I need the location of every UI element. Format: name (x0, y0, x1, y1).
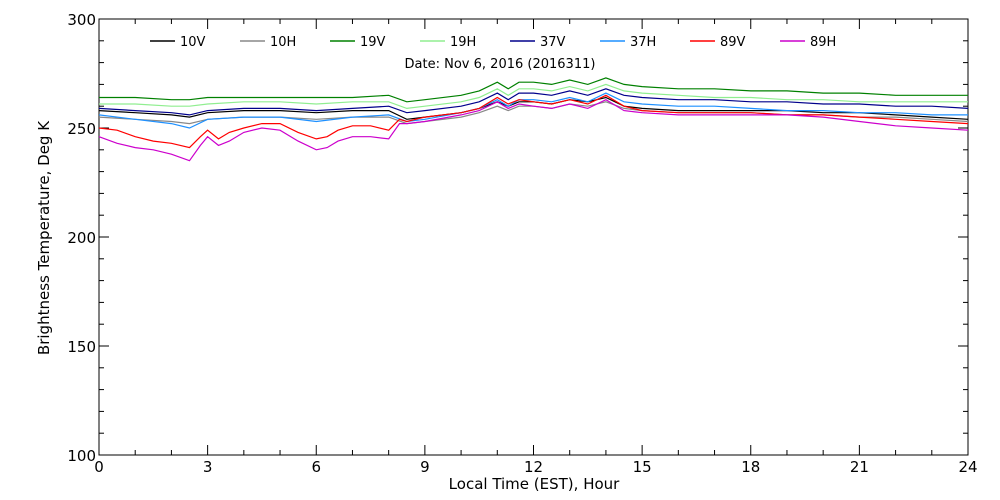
y-tick-label: 100 (67, 447, 96, 465)
series-line-89h (98, 99, 969, 162)
legend-label-89v: 89V (720, 35, 746, 50)
legend: 10V 10H 19V 19H 37V 37H 89V 89H (150, 35, 836, 50)
series-line-19h (99, 83, 968, 110)
legend-label-37v: 37V (540, 35, 566, 50)
legend-label-10v: 10V (180, 35, 206, 50)
series-line-19v (99, 77, 968, 103)
legend-label-19v: 19V (360, 35, 386, 50)
x-tick-label: 0 (94, 458, 104, 476)
series-line-10v (98, 96, 969, 120)
legend-label-37h: 37H (630, 35, 656, 50)
x-tick-label: 21 (850, 458, 869, 476)
y-tick-label: 150 (67, 338, 96, 356)
x-tick-label: 15 (633, 458, 652, 476)
series-line-37h (98, 92, 968, 129)
series-line-37v (98, 88, 969, 116)
y-tick-label: 200 (67, 229, 96, 247)
x-tick-label: 24 (958, 458, 977, 476)
legend-label-10h: 10H (270, 35, 296, 50)
x-axis-label: Local Time (EST), Hour (449, 475, 620, 493)
x-tick-label: 6 (311, 458, 321, 476)
x-tick-label: 12 (524, 458, 543, 476)
series-line-89v (98, 94, 969, 149)
x-tick-label: 3 (203, 458, 213, 476)
axis-ticks: 0 3 6 9 12 15 18 21 24 100 150 200 250 300 (67, 11, 977, 476)
y-tick-label: 300 (67, 11, 96, 29)
plot-frame (98, 18, 969, 456)
legend-label-89h: 89H (810, 35, 836, 50)
x-tick-label: 18 (741, 458, 760, 476)
x-tick-label: 9 (420, 458, 430, 476)
y-axis-label: Brightness Temperature, Deg K (35, 120, 53, 355)
legend-label-19h: 19H (450, 35, 476, 50)
y-tick-label: 250 (67, 120, 96, 138)
chart-title: Date: Nov 6, 2016 (2016311) (405, 57, 596, 72)
series-lines (98, 77, 969, 162)
